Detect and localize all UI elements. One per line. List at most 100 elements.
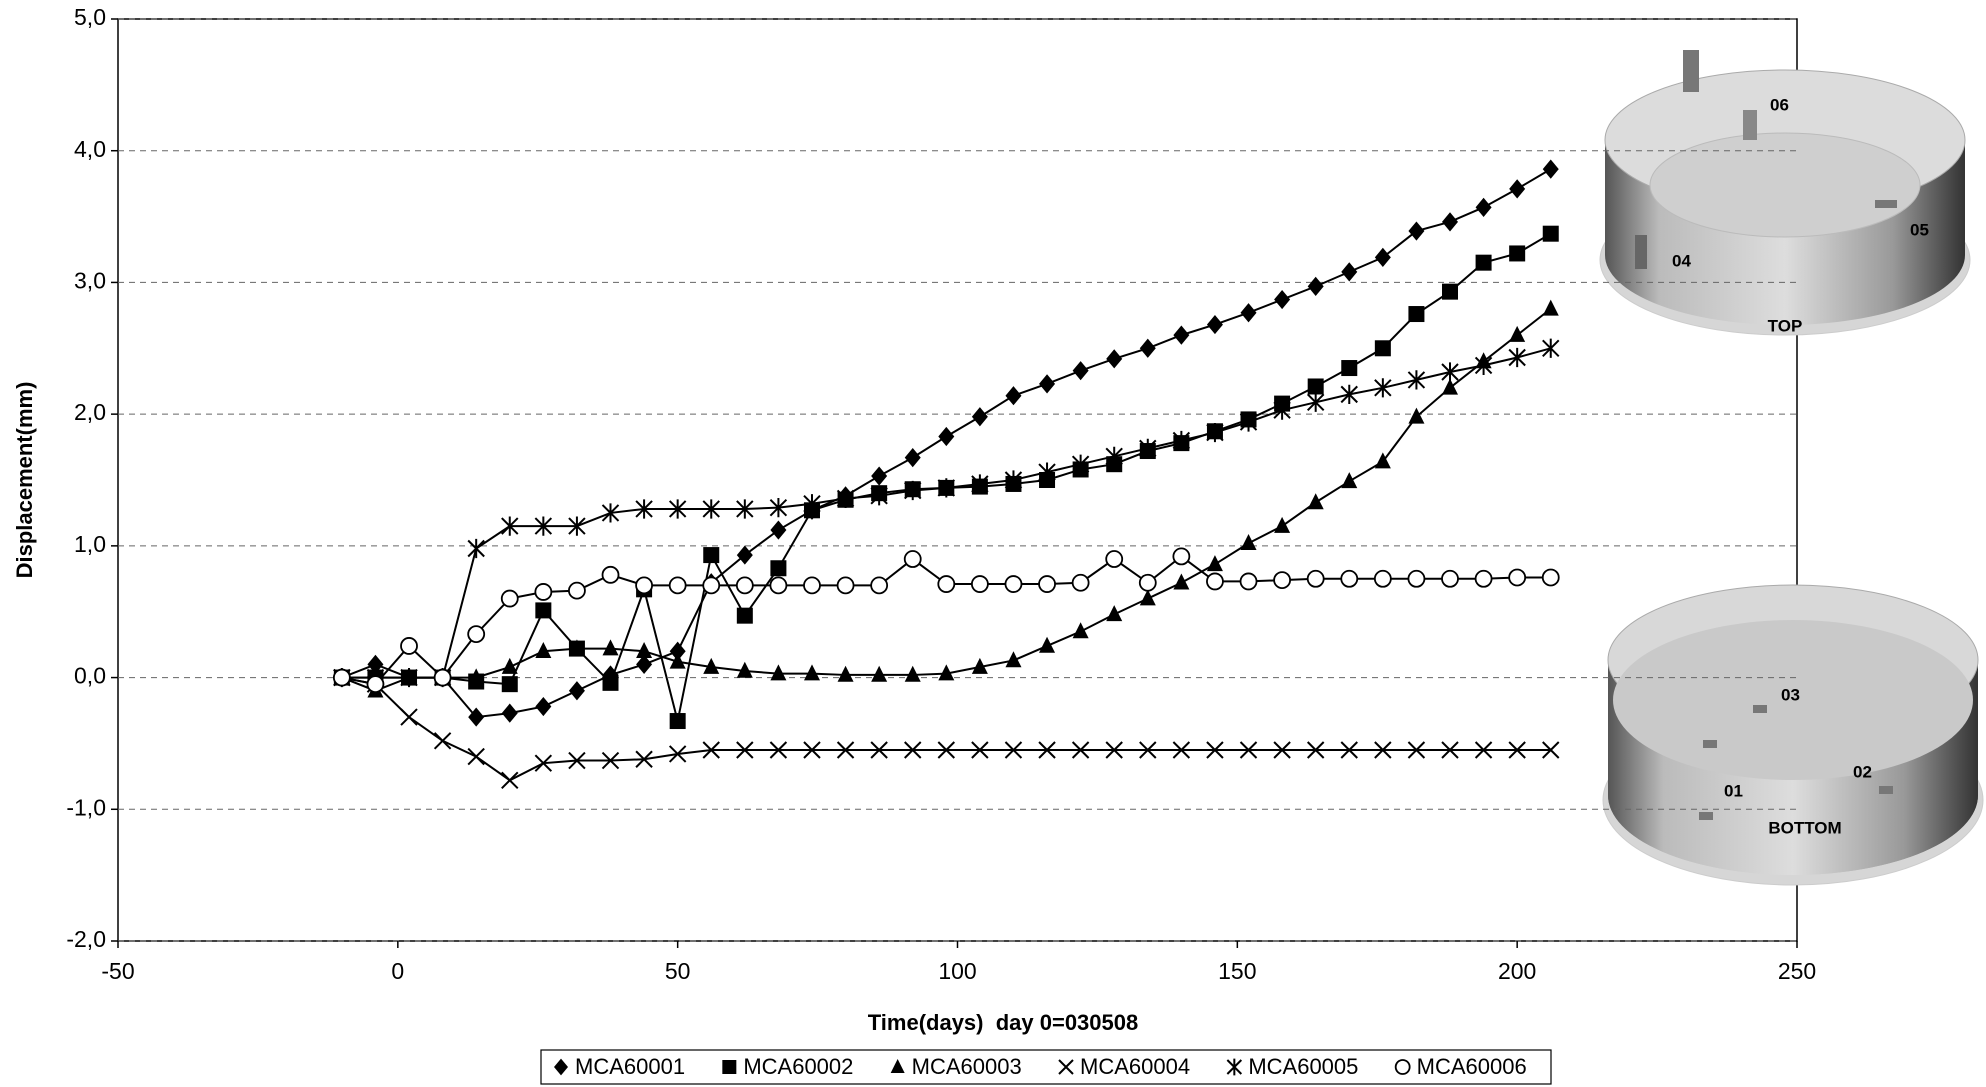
marker [568,581,586,600]
marker [1206,555,1223,572]
marker [1508,347,1526,368]
legend-label: MCA60001 [575,1054,685,1079]
marker [535,696,552,717]
marker [971,407,988,427]
series [333,338,1560,688]
marker [601,565,620,584]
marker [904,448,921,468]
series [333,159,1559,727]
marker [602,674,619,691]
marker [736,661,753,678]
marker [1173,573,1190,590]
series [333,225,1559,730]
marker [636,654,653,674]
marker [1474,569,1493,588]
y-axis-title: Displacement(mm) [12,382,37,579]
marker [635,576,653,595]
series [333,668,1560,790]
marker [803,576,821,595]
marker [937,478,956,498]
marker [770,520,787,540]
marker [1341,262,1358,282]
marker [366,675,385,694]
legend-label: MCA60002 [743,1054,853,1079]
y-tick-label: 5,0 [74,4,106,30]
marker [1542,159,1559,179]
marker [1374,452,1391,469]
legend-marker [554,1058,568,1076]
marker [1172,430,1191,451]
marker [1139,338,1156,358]
marker [1172,741,1191,759]
marker [1408,306,1425,323]
marker [1004,741,1023,759]
marker [1004,470,1023,490]
marker [1306,741,1325,759]
marker [400,637,418,655]
marker [1340,741,1358,759]
x-tick-label: 150 [1218,958,1256,984]
marker [1206,572,1224,591]
marker [1374,340,1391,357]
marker [433,732,452,750]
marker [568,639,585,656]
marker [769,576,788,595]
marker [501,657,518,674]
marker [702,499,720,519]
marker [568,681,585,701]
marker [501,703,518,723]
marker [1139,438,1157,458]
marker [568,516,586,536]
marker [1274,289,1291,310]
marker [602,639,619,656]
marker [871,466,888,486]
sensor-label: 06 [1770,95,1789,114]
marker [1306,569,1325,588]
x-tick-label: 250 [1778,958,1816,984]
marker [467,625,486,644]
sensor-label: 01 [1724,781,1743,800]
legend-marker [1226,1058,1243,1076]
marker [1340,569,1359,588]
marker [1106,605,1123,622]
marker [1374,741,1392,759]
marker [1105,550,1124,568]
marker [400,708,418,726]
y-tick-label: -2,0 [66,926,106,952]
marker [1071,454,1090,474]
marker [1407,370,1426,390]
marker [1374,378,1392,398]
marker [1475,254,1492,271]
marker [1172,547,1191,566]
marker [971,657,988,674]
marker [702,576,721,595]
marker [535,642,552,659]
marker [1307,276,1324,296]
marker [400,667,418,688]
x-axis-title: Time(days) day 0=030508 [868,1010,1139,1035]
marker [1509,245,1526,262]
marker [803,741,821,759]
marker [803,664,820,681]
marker [971,741,989,759]
y-tick-label: 4,0 [74,136,106,162]
sensor-label: 02 [1853,762,1872,781]
marker [1340,384,1358,404]
legend-marker [722,1060,737,1074]
marker [703,547,720,564]
marker [1039,374,1056,394]
marker [534,754,553,772]
marker [735,576,754,595]
marker [1542,338,1560,358]
x-tick-label: 200 [1498,958,1536,984]
y-tick-label: 1,0 [74,531,106,557]
sensor-label: 05 [1910,220,1929,239]
marker [1441,741,1459,759]
marker [1508,568,1527,587]
marker [1038,741,1056,759]
legend-marker [1394,1059,1411,1075]
x-tick-label: 0 [391,958,404,984]
marker [668,745,687,763]
marker [1307,378,1324,395]
